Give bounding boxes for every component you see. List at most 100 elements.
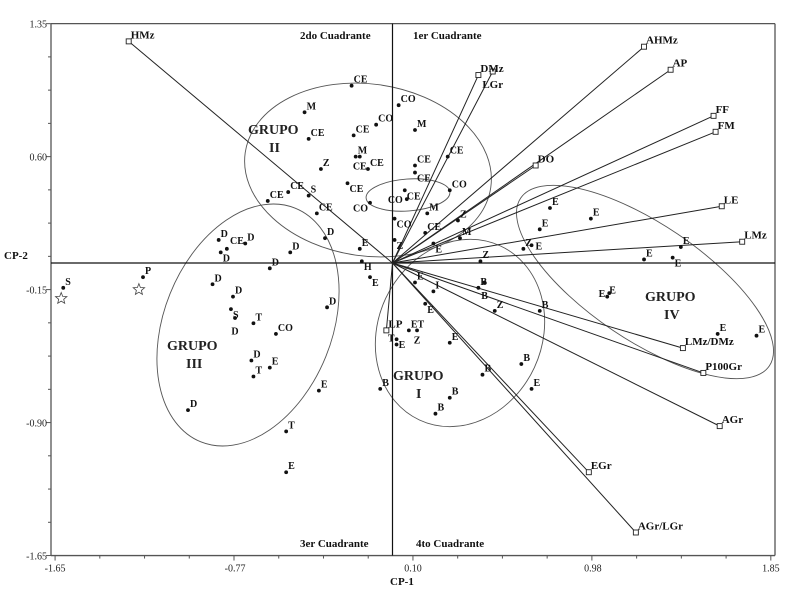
point-label: B bbox=[452, 387, 459, 398]
point-label: E bbox=[288, 461, 295, 472]
point-label: S bbox=[65, 277, 71, 288]
data-point bbox=[323, 236, 327, 241]
vector-end-marker bbox=[710, 112, 717, 119]
vector-end-marker bbox=[632, 529, 639, 536]
point-label: D bbox=[190, 399, 197, 410]
data-point bbox=[306, 136, 311, 141]
data-point bbox=[476, 285, 481, 290]
vector-label: HMz bbox=[131, 29, 155, 41]
point-label: E bbox=[272, 357, 279, 368]
point-label: D bbox=[329, 296, 336, 307]
data-point bbox=[286, 190, 291, 194]
data-point bbox=[458, 236, 462, 241]
point-label: Z bbox=[525, 238, 532, 249]
star-marker bbox=[54, 291, 68, 305]
data-point bbox=[433, 411, 438, 416]
ellipse-grupo-iii bbox=[156, 203, 340, 447]
vector-line bbox=[392, 46, 645, 264]
point-label: B bbox=[523, 353, 530, 364]
vector-end-marker bbox=[585, 469, 592, 476]
data-point bbox=[482, 280, 487, 285]
data-point bbox=[642, 257, 646, 262]
data-point bbox=[413, 170, 417, 175]
group-label-4-num: IV bbox=[664, 308, 680, 323]
data-point bbox=[678, 245, 683, 249]
y-tick-label: -0.90 bbox=[26, 419, 47, 430]
point-label: I bbox=[435, 280, 439, 291]
data-point bbox=[265, 199, 270, 203]
vector-line bbox=[392, 262, 590, 473]
data-point bbox=[325, 305, 329, 310]
point-label: CE bbox=[353, 162, 367, 173]
vector-label: EGr bbox=[591, 460, 612, 472]
point-label: CE bbox=[354, 75, 368, 86]
point-label: E bbox=[599, 289, 606, 300]
vector-line bbox=[392, 74, 479, 264]
y-tick-label: -1.65 bbox=[26, 552, 47, 563]
vector-label: DMz bbox=[480, 63, 503, 75]
data-point bbox=[447, 395, 452, 400]
point-label: CE bbox=[270, 190, 284, 201]
point-label: E bbox=[399, 340, 406, 351]
group-label-3: GRUPO bbox=[167, 339, 218, 354]
data-point bbox=[345, 181, 350, 186]
data-point bbox=[519, 362, 524, 366]
point-label: D bbox=[223, 253, 230, 264]
point-label: S bbox=[311, 185, 317, 196]
variable-vectors: HMz DMz LGr AHMz AP FF FM DO LE LMz LMz/DMz P100Gr A… bbox=[125, 29, 767, 536]
vector-label: LE bbox=[724, 194, 739, 206]
point-label: E bbox=[609, 286, 616, 297]
vector-label: LMz/DMz bbox=[685, 336, 734, 348]
data-point bbox=[210, 282, 215, 287]
data-point bbox=[233, 316, 237, 320]
point-label: Z bbox=[460, 209, 467, 220]
point-label: D bbox=[327, 227, 334, 238]
data-point bbox=[431, 289, 436, 294]
vector-end-marker bbox=[679, 345, 686, 352]
point-label: CE bbox=[417, 174, 431, 185]
data-point bbox=[274, 332, 278, 336]
data-point bbox=[229, 307, 233, 311]
point-label: CE bbox=[417, 154, 431, 165]
vector-label: AGr/LGr bbox=[638, 520, 683, 532]
data-point bbox=[537, 308, 542, 313]
group-ellipses bbox=[156, 82, 774, 447]
point-label: D bbox=[215, 273, 222, 284]
data-point bbox=[378, 386, 383, 391]
data-point bbox=[302, 110, 307, 115]
point-label: CE bbox=[311, 128, 325, 139]
data-point bbox=[366, 167, 370, 171]
data-point bbox=[715, 332, 720, 336]
data-point bbox=[314, 211, 319, 216]
point-label: D bbox=[292, 241, 299, 252]
point-label: D bbox=[253, 350, 260, 361]
point-label: E bbox=[435, 244, 442, 255]
vector-label: LMz bbox=[744, 230, 767, 242]
data-point bbox=[284, 470, 289, 475]
point-label: T bbox=[255, 312, 262, 323]
data-point bbox=[368, 200, 372, 205]
point-label: CO bbox=[388, 195, 403, 206]
data-point bbox=[588, 216, 593, 221]
point-label: B bbox=[382, 378, 389, 389]
point-label: CO bbox=[278, 323, 293, 334]
data-point bbox=[224, 246, 229, 251]
x-axis-title: CP-1 bbox=[390, 576, 414, 588]
point-label: D bbox=[221, 229, 228, 240]
point-label: T bbox=[388, 334, 395, 345]
vector-end-marker bbox=[712, 128, 719, 135]
point-label: D bbox=[235, 286, 242, 297]
data-point bbox=[284, 429, 289, 434]
vector-label: FF bbox=[716, 104, 730, 116]
data-point bbox=[456, 218, 460, 223]
point-label: M bbox=[462, 227, 472, 238]
vector-line bbox=[392, 241, 743, 264]
data-point bbox=[425, 211, 430, 216]
point-label: E bbox=[552, 197, 559, 208]
data-point bbox=[357, 154, 362, 159]
data-point bbox=[445, 154, 450, 159]
data-point bbox=[415, 328, 419, 333]
vector-end-marker bbox=[716, 423, 723, 430]
